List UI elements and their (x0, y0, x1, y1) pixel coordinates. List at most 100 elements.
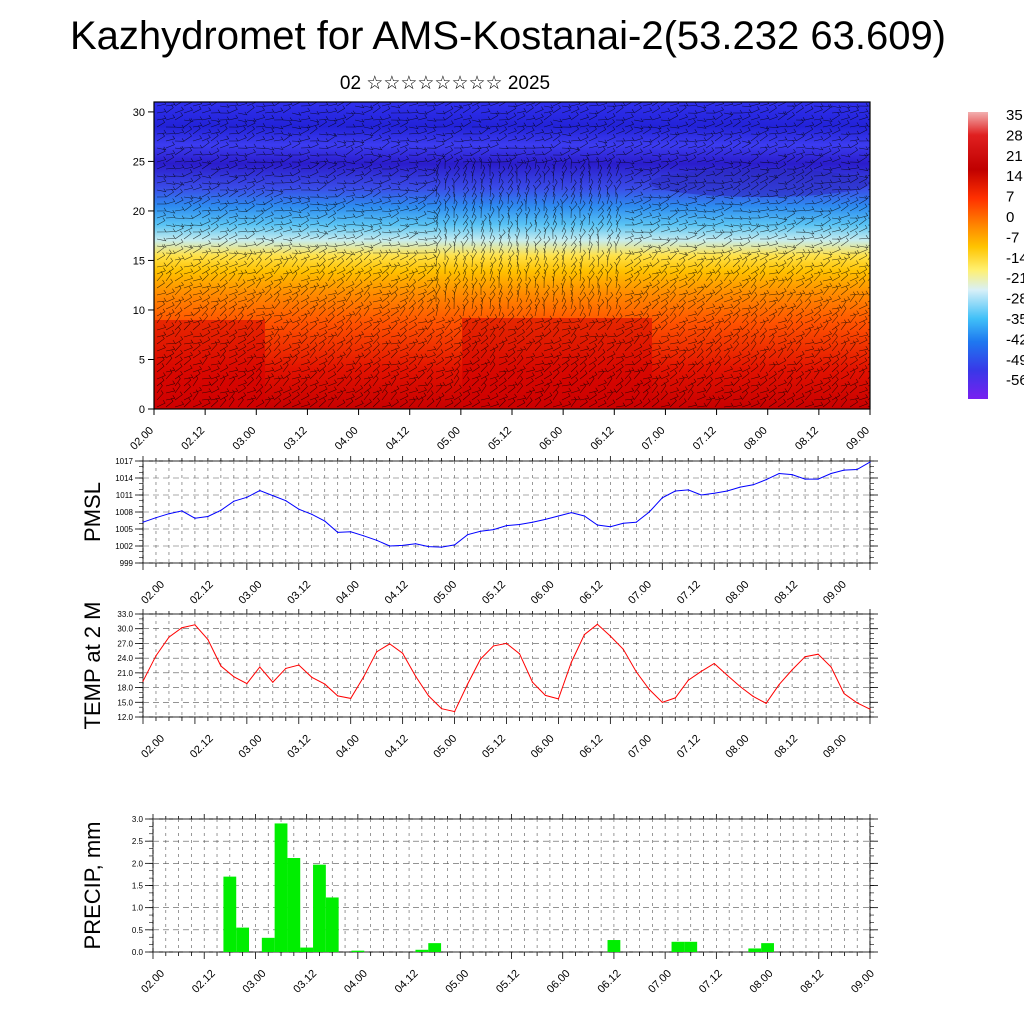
wind-barb (300, 223, 309, 233)
wind-barb (462, 102, 473, 107)
wind-barb (669, 140, 679, 149)
wind-barb (750, 198, 761, 205)
wind-barb (660, 238, 670, 247)
wind-barb (597, 298, 605, 310)
colorbar-label: -42 (1006, 331, 1024, 348)
wind-barb (831, 307, 840, 317)
wind-barb (723, 177, 734, 184)
wind-barb (831, 236, 842, 240)
wind-barb (237, 331, 248, 338)
wind-barb (345, 233, 356, 240)
wind-barb (516, 368, 524, 380)
wind-barb (525, 104, 534, 114)
wind-barb (399, 357, 409, 366)
wind-barb (822, 121, 833, 128)
wind-barb (543, 143, 554, 149)
wind-barb (777, 391, 786, 401)
data-point (596, 524, 598, 526)
wind-barb (300, 256, 307, 268)
wind-barb (291, 198, 302, 205)
wind-barb (678, 398, 687, 408)
wind-barb (228, 306, 236, 317)
wind-barb (327, 201, 338, 206)
wind-barb (741, 226, 752, 233)
wind-barb (786, 277, 793, 289)
wind-barb (561, 262, 566, 275)
wind-barb (210, 181, 221, 185)
wind-barb (723, 347, 730, 359)
wind-barb (525, 372, 535, 380)
wind-barb (381, 197, 391, 205)
wind-barb (849, 321, 858, 331)
wind-barb (642, 398, 651, 408)
wind-barb (210, 132, 219, 142)
wind-barb (381, 360, 392, 366)
wind-barb (381, 229, 392, 234)
wind-barb (354, 251, 363, 261)
wind-barb (489, 227, 494, 240)
wind-barb (813, 247, 824, 254)
wind-barb (705, 196, 715, 205)
wind-barb (615, 340, 622, 352)
wind-barb (246, 241, 257, 247)
wind-barb (390, 186, 401, 191)
wind-barb (282, 172, 293, 177)
wind-barb (669, 155, 679, 163)
wind-barb (237, 251, 248, 256)
wind-barb (597, 250, 605, 261)
wind-barb (390, 344, 400, 352)
wind-barb (282, 399, 292, 408)
wind-barb (480, 242, 487, 254)
wind-barb (219, 392, 229, 401)
wind-barb (381, 212, 392, 219)
wind-barb (381, 300, 390, 310)
wind-barb (822, 104, 831, 114)
wind-barb (246, 343, 256, 352)
wind-barb (363, 250, 371, 261)
wind-barb (372, 387, 382, 394)
wind-barb (624, 209, 635, 214)
wind-barb (723, 355, 731, 366)
wind-barb (498, 166, 506, 177)
x-tick-label: 02.00 (139, 579, 167, 607)
wind-barb (444, 141, 454, 149)
wind-barb (615, 357, 624, 366)
wind-barb (786, 369, 794, 380)
wind-barb (786, 111, 795, 121)
wind-barb (390, 232, 400, 240)
wind-barb (165, 214, 176, 219)
wind-barb (381, 350, 391, 359)
wind-barb (264, 285, 272, 296)
wind-barb (255, 226, 266, 233)
wind-barb (588, 102, 599, 107)
wind-barb (786, 338, 796, 345)
data-point (622, 522, 624, 524)
wind-barb (453, 104, 464, 109)
wind-barb (192, 231, 202, 240)
wind-barb (228, 301, 238, 310)
wind-barb (345, 138, 356, 142)
data-point (752, 484, 754, 486)
wind-barb (201, 388, 212, 394)
wind-barb (291, 287, 301, 296)
wind-barb (831, 356, 840, 366)
wind-barb (750, 209, 761, 213)
wind-barb (354, 292, 363, 303)
wind-barb (759, 125, 770, 130)
wind-barb (488, 296, 491, 310)
wind-barb (696, 328, 705, 338)
wind-barb (327, 132, 336, 142)
wind-barb (525, 133, 534, 142)
wind-barb (462, 376, 470, 387)
wind-barb (426, 155, 436, 163)
wind-barb (165, 235, 176, 240)
wind-barb (840, 271, 849, 282)
wind-barb (696, 118, 707, 122)
wind-barb (291, 299, 300, 310)
wind-barb (678, 274, 688, 282)
wind-barb (264, 248, 275, 254)
wind-barb (282, 206, 293, 212)
wind-barb (786, 375, 793, 387)
wind-barb (651, 223, 660, 233)
wind-barb (255, 145, 266, 149)
